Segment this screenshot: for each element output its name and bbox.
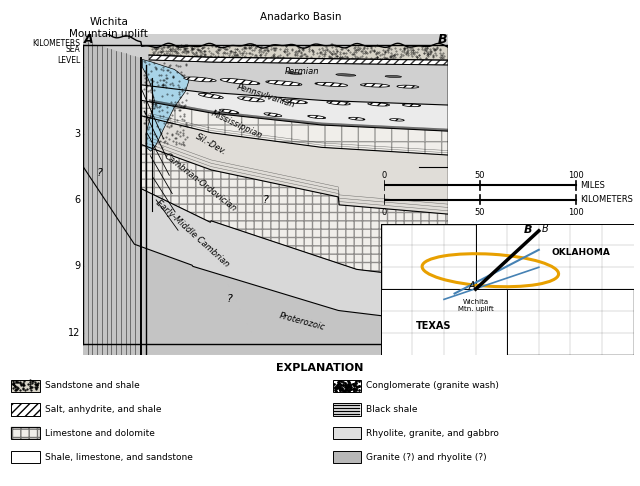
Text: Early-Middle Cambrian: Early-Middle Cambrian bbox=[154, 198, 231, 268]
Ellipse shape bbox=[385, 75, 401, 78]
Text: A: A bbox=[84, 33, 93, 46]
Text: Pennsylvanian: Pennsylvanian bbox=[236, 82, 296, 109]
Ellipse shape bbox=[336, 74, 356, 76]
Ellipse shape bbox=[349, 117, 365, 120]
Text: Cambrian-Ordovician: Cambrian-Ordovician bbox=[162, 151, 238, 213]
Polygon shape bbox=[141, 189, 448, 324]
Text: Sil.-Dev.: Sil.-Dev. bbox=[194, 132, 228, 157]
Polygon shape bbox=[149, 43, 448, 60]
Bar bbox=[333, 380, 361, 392]
Text: Rhyolite, granite, and gabbro: Rhyolite, granite, and gabbro bbox=[367, 429, 499, 438]
Text: Conglomerate (granite wash): Conglomerate (granite wash) bbox=[367, 381, 499, 390]
Bar bbox=[12, 427, 40, 439]
Polygon shape bbox=[141, 116, 448, 214]
Text: ?: ? bbox=[226, 295, 232, 304]
Text: Proterozoic: Proterozoic bbox=[278, 311, 326, 332]
Text: 6: 6 bbox=[74, 195, 80, 205]
Text: Wichita
Mountain uplift: Wichita Mountain uplift bbox=[69, 17, 148, 38]
Polygon shape bbox=[83, 41, 141, 355]
Ellipse shape bbox=[264, 113, 282, 117]
Text: TEXAS: TEXAS bbox=[416, 321, 451, 330]
Text: 0: 0 bbox=[381, 208, 387, 217]
Text: 100: 100 bbox=[568, 208, 584, 217]
Bar bbox=[381, 289, 507, 355]
Text: Limestone and dolomite: Limestone and dolomite bbox=[45, 429, 155, 438]
Text: Wichita
Mtn. uplift: Wichita Mtn. uplift bbox=[458, 299, 493, 312]
Ellipse shape bbox=[390, 119, 404, 121]
Text: B: B bbox=[438, 33, 447, 46]
Ellipse shape bbox=[287, 72, 302, 74]
Text: ?: ? bbox=[97, 168, 102, 178]
Polygon shape bbox=[149, 55, 448, 65]
Text: Mississippian: Mississippian bbox=[209, 109, 264, 140]
Bar bbox=[12, 451, 40, 463]
Bar bbox=[12, 427, 40, 439]
Ellipse shape bbox=[368, 103, 390, 106]
Text: Permian: Permian bbox=[285, 67, 319, 76]
Polygon shape bbox=[141, 145, 448, 280]
Text: KILOMETERS: KILOMETERS bbox=[32, 39, 80, 48]
Text: 50: 50 bbox=[475, 172, 485, 180]
Text: Granite (?) and rhyolite (?): Granite (?) and rhyolite (?) bbox=[367, 453, 487, 462]
Ellipse shape bbox=[198, 93, 223, 99]
Text: Anadarko Basin: Anadarko Basin bbox=[260, 12, 342, 22]
Bar bbox=[476, 224, 634, 289]
Polygon shape bbox=[476, 224, 634, 289]
Polygon shape bbox=[83, 34, 448, 355]
Text: SEA
LEVEL: SEA LEVEL bbox=[57, 45, 80, 65]
Ellipse shape bbox=[184, 77, 216, 82]
Text: Sandstone and shale: Sandstone and shale bbox=[45, 381, 140, 390]
Text: EXPLANATION: EXPLANATION bbox=[276, 363, 364, 373]
Text: B: B bbox=[524, 225, 532, 235]
Polygon shape bbox=[142, 59, 189, 151]
Text: 0: 0 bbox=[381, 172, 387, 180]
Text: 3: 3 bbox=[74, 129, 80, 139]
Ellipse shape bbox=[308, 115, 326, 119]
Ellipse shape bbox=[397, 85, 419, 88]
Ellipse shape bbox=[266, 81, 302, 86]
Text: 12: 12 bbox=[68, 328, 80, 338]
Ellipse shape bbox=[237, 97, 264, 102]
Ellipse shape bbox=[220, 79, 260, 85]
Text: 100: 100 bbox=[568, 172, 584, 180]
Text: KILOMETERS: KILOMETERS bbox=[580, 195, 633, 204]
Text: OKLAHOMA: OKLAHOMA bbox=[552, 248, 611, 257]
Polygon shape bbox=[141, 101, 448, 155]
Bar bbox=[12, 403, 40, 416]
Bar bbox=[333, 451, 361, 463]
Ellipse shape bbox=[403, 104, 420, 106]
Text: Salt, anhydrite, and shale: Salt, anhydrite, and shale bbox=[45, 405, 162, 414]
Text: 9: 9 bbox=[74, 261, 80, 271]
Bar bbox=[12, 380, 40, 392]
Text: Black shale: Black shale bbox=[367, 405, 418, 414]
Ellipse shape bbox=[220, 109, 239, 114]
Ellipse shape bbox=[360, 84, 390, 87]
Text: 50: 50 bbox=[475, 208, 485, 217]
Text: Shale, limestone, and sandstone: Shale, limestone, and sandstone bbox=[45, 453, 193, 462]
Text: MILES: MILES bbox=[580, 181, 605, 190]
Bar bbox=[333, 403, 361, 416]
Polygon shape bbox=[83, 167, 448, 355]
Ellipse shape bbox=[282, 99, 307, 104]
Text: B: B bbox=[541, 225, 548, 234]
Ellipse shape bbox=[315, 83, 348, 87]
Bar bbox=[12, 403, 40, 416]
Text: ?: ? bbox=[262, 195, 269, 205]
Bar bbox=[333, 427, 361, 439]
Ellipse shape bbox=[327, 101, 350, 105]
Text: A: A bbox=[468, 281, 475, 291]
Polygon shape bbox=[141, 85, 448, 131]
